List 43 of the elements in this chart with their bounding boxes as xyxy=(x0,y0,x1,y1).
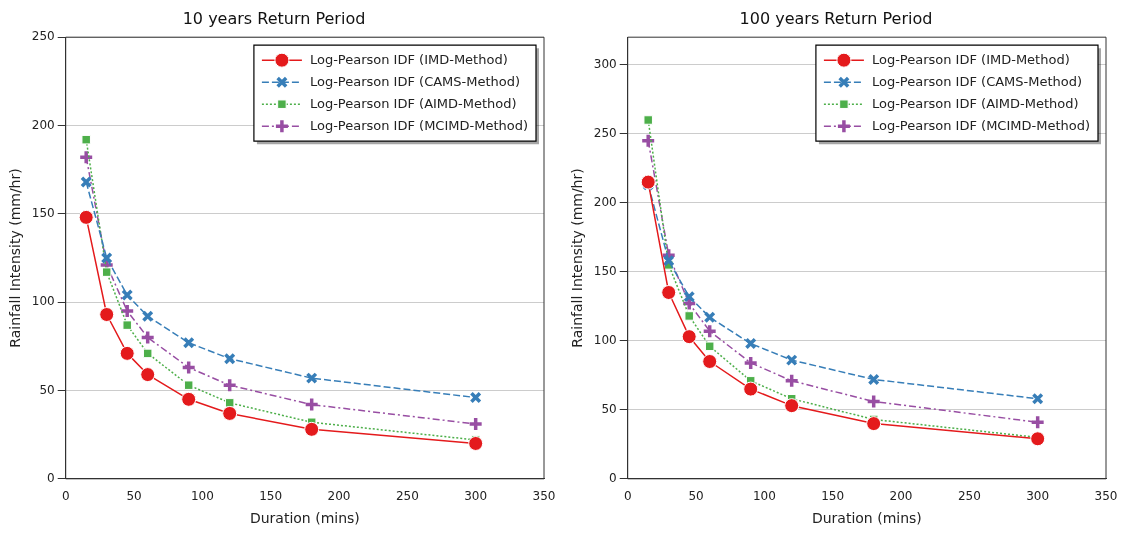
y-tick-label: 300 xyxy=(593,56,617,71)
chart-title: 10 years Return Period xyxy=(182,8,366,28)
y-tick-label: 50 xyxy=(601,401,617,416)
legend-label: Log-Pearson IDF (IMD-Method) xyxy=(309,51,508,67)
legend-label: Log-Pearson IDF (MCIMD-Method) xyxy=(309,117,528,133)
x-tick-label: 100 xyxy=(190,489,214,504)
x-tick-label: 250 xyxy=(395,489,419,504)
y-tick-label: 0 xyxy=(609,470,617,485)
x-tick-label: 200 xyxy=(327,489,351,504)
x-tick-label: 350 xyxy=(532,489,556,504)
legend-label: Log-Pearson IDF (MCIMD-Method) xyxy=(871,117,1090,133)
legend-label: Log-Pearson IDF (CAMS-Method) xyxy=(309,73,521,89)
x-tick-label: 0 xyxy=(623,489,632,504)
x-tick-label: 350 xyxy=(1094,489,1118,504)
x-tick-label: 250 xyxy=(957,489,981,504)
x-tick-label: 50 xyxy=(688,489,704,504)
x-axis-title: Duration (mins) xyxy=(249,510,360,527)
x-tick-label: 300 xyxy=(464,489,488,504)
x-tick-label: 0 xyxy=(61,489,70,504)
y-tick-label: 0 xyxy=(47,470,55,485)
y-tick-label: 150 xyxy=(593,263,617,278)
x-tick-label: 50 xyxy=(126,489,142,504)
y-tick-label: 200 xyxy=(31,117,55,132)
y-axis-title: Rainfall Intensity (mm/hr) xyxy=(569,168,586,348)
x-tick-label: 300 xyxy=(1026,489,1050,504)
y-tick-label: 50 xyxy=(39,382,55,397)
y-tick-label: 250 xyxy=(593,125,617,140)
y-tick-label: 150 xyxy=(31,205,55,220)
x-tick-label: 150 xyxy=(821,489,845,504)
legend-label: Log-Pearson IDF (IMD-Method) xyxy=(871,51,1070,67)
y-tick-label: 200 xyxy=(593,194,617,209)
x-tick-label: 200 xyxy=(889,489,913,504)
y-tick-label: 100 xyxy=(31,294,55,309)
x-axis-title: Duration (mins) xyxy=(811,510,922,527)
legend-label: Log-Pearson IDF (AIMD-Method) xyxy=(871,95,1079,111)
x-tick-label: 100 xyxy=(752,489,776,504)
y-axis-title: Rainfall Intensity (mm/hr) xyxy=(7,168,24,348)
y-tick-label: 100 xyxy=(593,332,617,347)
legend-label: Log-Pearson IDF (CAMS-Method) xyxy=(871,73,1083,89)
chart-title: 100 years Return Period xyxy=(739,8,933,28)
x-tick-label: 150 xyxy=(259,489,283,504)
y-tick-label: 250 xyxy=(31,29,55,44)
legend-label: Log-Pearson IDF (AIMD-Method) xyxy=(309,95,517,111)
